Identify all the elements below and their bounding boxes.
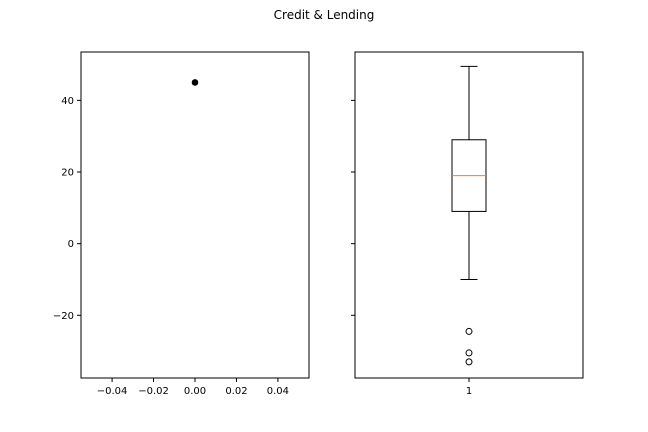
x-tick-label: −0.02	[138, 386, 169, 397]
x-tick-label: 0.02	[225, 386, 247, 397]
y-tick-label: −20	[53, 311, 74, 322]
outlier-point	[465, 358, 473, 366]
scatter-point	[191, 79, 199, 86]
x-tick-label: 0.04	[267, 386, 289, 397]
outlier-point	[465, 327, 473, 335]
y-tick-label: 20	[61, 168, 74, 179]
x-tick-label: 1	[466, 386, 472, 397]
figure-title: Credit & Lending	[274, 8, 375, 22]
x-tick-label: 0.00	[184, 386, 206, 397]
y-tick-label: 0	[68, 239, 74, 250]
outlier-point	[465, 349, 473, 357]
scatter-axes: −0.04 −0.02 0.00 0.02 0.04 −20 0 20 40	[53, 51, 310, 397]
boxplot-axes: 1	[351, 51, 584, 397]
x-tick-label: −0.04	[97, 386, 128, 397]
y-tick-label: 40	[61, 96, 74, 107]
scatter-axes-frame	[80, 51, 310, 379]
